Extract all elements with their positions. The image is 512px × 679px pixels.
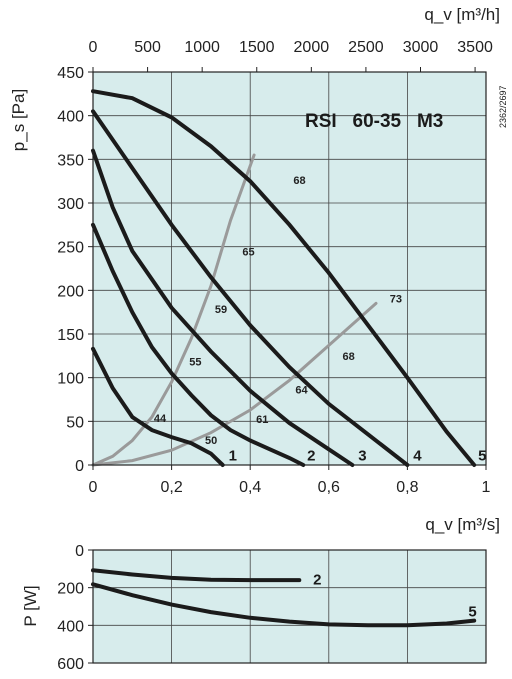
- power-curves: [91, 568, 477, 628]
- power-plot-frame: [92, 549, 487, 664]
- y-tick-label: 400: [57, 109, 84, 126]
- efficiency-label: 44: [154, 413, 167, 425]
- y-tick-label: 250: [57, 240, 84, 257]
- pressure-curves: [91, 89, 477, 467]
- flow-x-label: q_v [m³/s]: [425, 515, 500, 534]
- flow-x2-ticks: 0 500 1000 1500 2000 2500 3000 3500: [89, 39, 493, 72]
- curve-labels: 1 2 3 4 5: [229, 448, 487, 465]
- efficiency-line: [91, 301, 378, 467]
- x-tick-label: 0,2: [160, 479, 182, 496]
- pressure-plot-frame: [92, 71, 487, 466]
- y-tick-label: 0: [75, 458, 84, 475]
- pressure-curve-2: [91, 222, 306, 467]
- x-tick-label: 1: [482, 479, 491, 496]
- x-tick-label: 0: [89, 479, 98, 496]
- efficiency-label: 50: [205, 435, 217, 447]
- efficiency-lines: [91, 153, 378, 467]
- flow-x-ticks: 0 0,2 0,4 0,6 0,8 1: [89, 465, 491, 496]
- pressure-grid: [92, 71, 487, 466]
- pressure-y-ticks: 0 50 100 150 200 250 300 350 400 450: [57, 65, 93, 475]
- flow-x2-label: q_v [m³/h]: [424, 5, 500, 24]
- power-curve-label: 5: [468, 603, 476, 620]
- curve-label: 1: [229, 448, 237, 465]
- pressure-y-label: p_s [Pa]: [9, 89, 28, 151]
- y-tick-label: 350: [57, 152, 84, 169]
- x2-tick-label: 2500: [348, 39, 384, 56]
- y-tick-label: 150: [57, 327, 84, 344]
- x2-tick-label: 2000: [294, 39, 330, 56]
- power-curve-label: 2: [313, 571, 321, 588]
- efficiency-label: 68: [293, 175, 305, 187]
- power-curve-5: [91, 582, 477, 628]
- chart-title: RSI 60-35 M3: [305, 111, 443, 132]
- efficiency-label: 68: [343, 351, 355, 363]
- efficiency-label: 65: [242, 246, 254, 258]
- efficiency-label: 73: [390, 294, 402, 306]
- x-tick-label: 0,6: [318, 479, 340, 496]
- y-tick-label: 200: [57, 283, 84, 300]
- efficiency-label: 59: [215, 304, 227, 316]
- curve-label: 3: [358, 448, 366, 465]
- x2-tick-label: 3000: [403, 39, 439, 56]
- y-tick-label: 300: [57, 196, 84, 213]
- efficiency-line: [91, 153, 256, 467]
- power-y-tick-label: 0: [75, 543, 84, 560]
- efficiency-labels: 68 65 59 55 44 50 73 68 64 61: [154, 175, 402, 447]
- pressure-curve-1: [91, 346, 225, 467]
- pressure-curve-3: [91, 148, 355, 467]
- pressure-plot-area: [93, 72, 486, 465]
- x2-tick-label: 3500: [457, 39, 493, 56]
- x2-tick-label: 500: [134, 39, 161, 56]
- pressure-curve-4: [91, 109, 410, 467]
- y-tick-label: 50: [66, 414, 84, 431]
- x-tick-label: 0,8: [396, 479, 418, 496]
- efficiency-label: 61: [256, 414, 268, 426]
- curve-label: 5: [478, 448, 486, 465]
- power-plot-area: [93, 550, 486, 663]
- power-y-ticks: 0 200 400 600: [57, 543, 93, 673]
- y-tick-label: 450: [57, 65, 84, 82]
- power-y-tick-label: 400: [57, 618, 84, 635]
- y-tick-label: 100: [57, 371, 84, 388]
- power-y-tick-label: 200: [57, 581, 84, 598]
- efficiency-label: 55: [189, 356, 201, 368]
- power-curve-labels: 25: [313, 571, 477, 620]
- pressure-curve-5: [91, 89, 477, 467]
- efficiency-label: 64: [295, 384, 308, 396]
- curve-label: 4: [413, 448, 422, 465]
- power-y-label: P [W]: [21, 585, 40, 626]
- x2-tick-label: 1000: [184, 39, 220, 56]
- curve-label: 2: [307, 448, 315, 465]
- power-curve-2: [91, 568, 302, 583]
- x2-tick-label: 0: [89, 39, 98, 56]
- x-tick-label: 0,4: [239, 479, 261, 496]
- x2-tick-label: 1500: [239, 39, 275, 56]
- power-y-tick-label: 600: [57, 656, 84, 673]
- drawing-code: 2362/2697: [498, 85, 508, 128]
